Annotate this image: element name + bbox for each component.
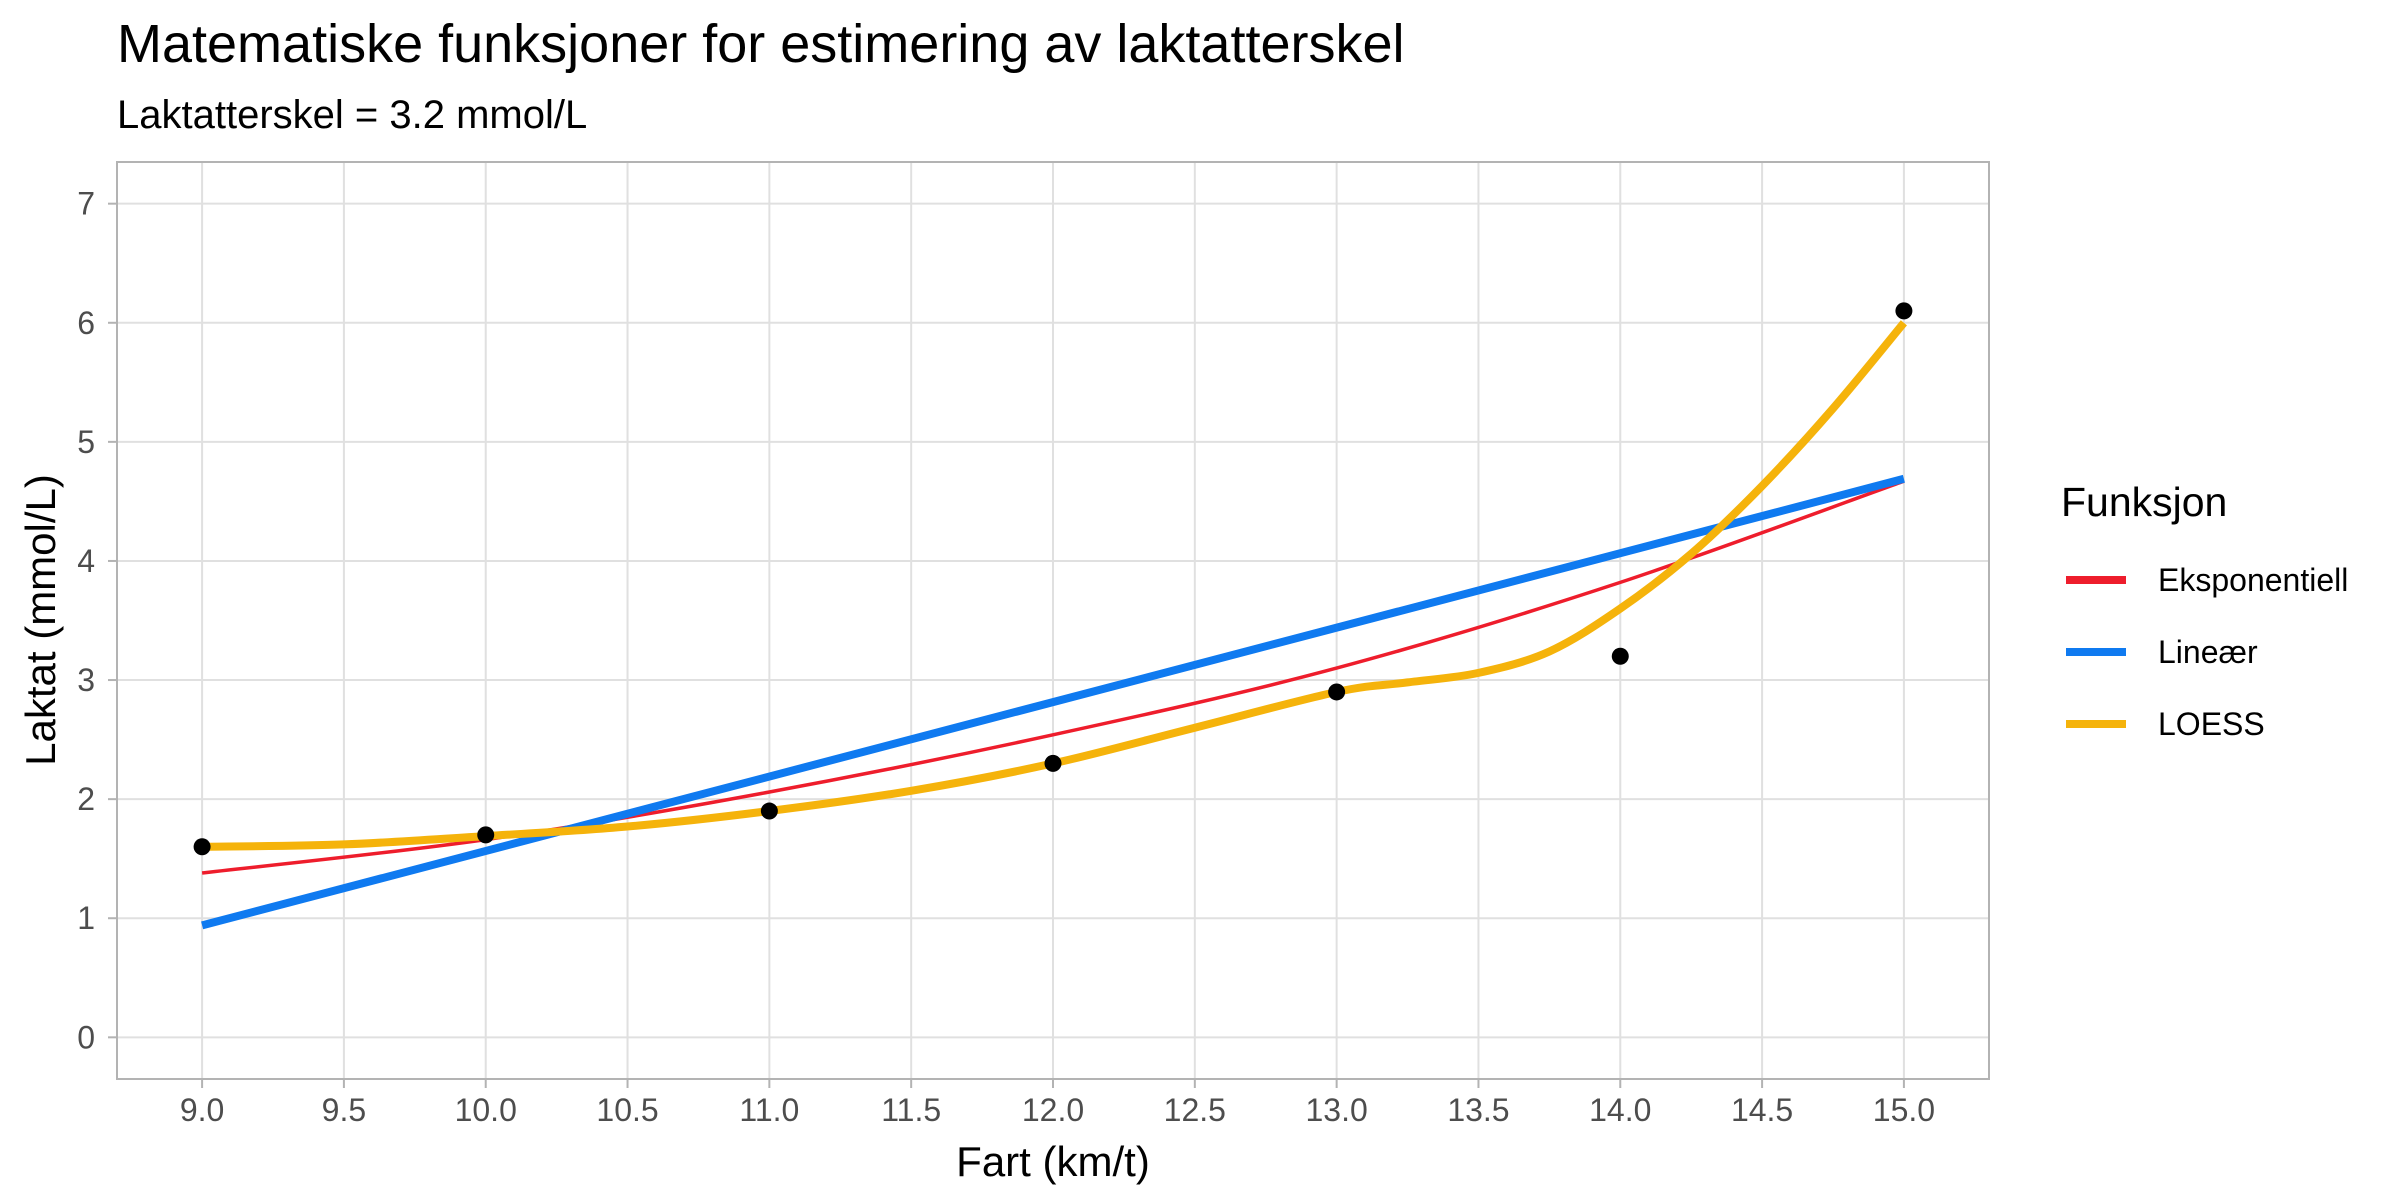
x-tick-label: 10.0 (455, 1092, 517, 1128)
data-point (1611, 647, 1629, 665)
y-tick-label: 1 (77, 900, 95, 936)
legend-label-eksponentiell: Eksponentiell (2158, 562, 2348, 598)
y-tick-label: 3 (77, 662, 95, 698)
x-tick-label: 13.5 (1447, 1092, 1509, 1128)
data-point (1895, 302, 1913, 320)
x-tick-label: 12.5 (1164, 1092, 1226, 1128)
legend-title: Funksjon (2061, 479, 2227, 525)
data-point (1328, 683, 1346, 701)
y-axis-title: Laktat (mmol/L) (17, 474, 64, 766)
x-tick-label: 14.5 (1731, 1092, 1793, 1128)
y-tick-label: 0 (77, 1019, 95, 1055)
data-point (760, 802, 778, 820)
series-line-line-r (201, 474, 1905, 930)
x-tick-label: 10.5 (596, 1092, 658, 1128)
data-points (193, 302, 1913, 856)
x-tick-label: 12.0 (1022, 1092, 1084, 1128)
y-tick-label: 4 (77, 543, 95, 579)
data-point (193, 838, 211, 856)
legend-label-line-r: Lineær (2158, 634, 2258, 670)
legend: Funksjon Eksponentiell Lineær LOESS (2061, 479, 2348, 742)
axis-ticks: 9.0 9.5 10.0 10.5 11.0 11.5 12.0 12.5 13.0 13.5 14… (77, 186, 1935, 1128)
y-tick-label: 5 (77, 424, 95, 460)
y-tick-label: 6 (77, 305, 95, 341)
x-tick-label: 11.5 (881, 1092, 941, 1128)
x-tick-label: 14.0 (1589, 1092, 1651, 1128)
x-tick-label: 15.0 (1873, 1092, 1935, 1128)
grid (117, 162, 1989, 1079)
legend-label-loess: LOESS (2158, 706, 2265, 742)
x-tick-label: 9.5 (322, 1092, 366, 1128)
x-tick-label: 11.0 (739, 1092, 799, 1128)
x-tick-label: 13.0 (1305, 1092, 1367, 1128)
data-point (477, 826, 495, 844)
chart-subtitle: Laktatterskel = 3.2 mmol/L (117, 93, 587, 137)
y-tick-label: 2 (77, 781, 95, 817)
data-point (1044, 754, 1062, 772)
y-tick-label: 7 (77, 186, 95, 222)
x-tick-label: 9.0 (180, 1092, 224, 1128)
x-axis-title: Fart (km/t) (956, 1138, 1150, 1185)
chart-title: Matematiske funksjoner for estimering av… (117, 14, 1405, 74)
series-line-loess (202, 320, 1907, 851)
